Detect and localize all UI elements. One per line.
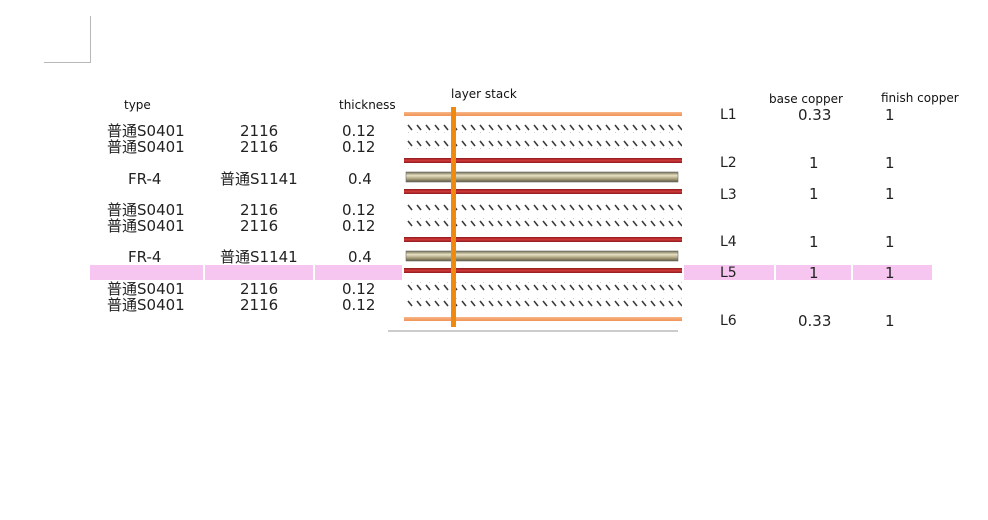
row-type: 普通S0401 xyxy=(107,138,185,156)
header-layer-stack: layer stack xyxy=(451,87,517,101)
highlight-divider xyxy=(851,265,853,280)
highlight-divider xyxy=(203,265,205,280)
prepreg-layer xyxy=(404,124,682,133)
row-spec: 2116 xyxy=(240,201,279,219)
finish-copper-value: 1 xyxy=(885,185,895,203)
page-corner-mark xyxy=(44,16,91,63)
inner-copper xyxy=(404,237,682,242)
layer-name[interactable]: L4 xyxy=(720,234,737,250)
layer-stack-diagram xyxy=(388,107,682,332)
selected-row-highlight-right xyxy=(684,265,932,280)
highlight-divider xyxy=(774,265,776,280)
row-type: 普通S0401 xyxy=(107,201,185,219)
row-spec: 2116 xyxy=(240,122,279,140)
row-type: FR-4 xyxy=(128,248,162,266)
layer-name[interactable]: L2 xyxy=(720,155,737,171)
core-layer xyxy=(405,171,679,183)
header-type: type xyxy=(124,98,151,112)
finish-copper-value: 1 xyxy=(885,154,895,172)
finish-copper-value: 1 xyxy=(885,106,895,124)
row-thickness: 0.12 xyxy=(342,217,376,235)
layer-name-selected[interactable]: L5 xyxy=(720,265,737,281)
outer-copper-bottom xyxy=(404,317,682,321)
inner-copper xyxy=(404,268,682,273)
finish-copper-value: 1 xyxy=(885,233,895,251)
inner-copper xyxy=(404,158,682,163)
row-spec: 普通S1141 xyxy=(220,170,298,188)
finish-copper-value: 1 xyxy=(885,264,895,282)
base-copper-value: 1 xyxy=(809,233,819,251)
via-drill xyxy=(451,107,456,327)
row-spec: 普通S1141 xyxy=(220,248,298,266)
inner-copper xyxy=(404,189,682,194)
header-finish-copper: finish copper xyxy=(881,91,959,105)
row-type: 普通S0401 xyxy=(107,217,185,235)
prepreg-layer xyxy=(404,282,682,291)
layer-name[interactable]: L6 xyxy=(720,313,737,329)
layer-name[interactable]: L1 xyxy=(720,107,737,123)
layer-name[interactable]: L3 xyxy=(720,187,737,203)
row-spec: 2116 xyxy=(240,138,279,156)
row-spec: 2116 xyxy=(240,296,279,314)
row-type: 普通S0401 xyxy=(107,122,185,140)
row-type: 普通S0401 xyxy=(107,296,185,314)
header-thickness: thickness xyxy=(339,98,396,112)
row-spec: 2116 xyxy=(240,280,279,298)
row-thickness: 0.12 xyxy=(342,280,376,298)
prepreg-layer xyxy=(404,298,682,307)
row-thickness: 0.12 xyxy=(342,296,376,314)
row-spec: 2116 xyxy=(240,217,279,235)
finish-copper-value: 1 xyxy=(885,312,895,330)
row-type: 普通S0401 xyxy=(107,280,185,298)
row-thickness: 0.4 xyxy=(348,248,372,266)
selected-row-highlight-left xyxy=(90,265,402,280)
row-thickness: 0.4 xyxy=(348,170,372,188)
header-base-copper: base copper xyxy=(769,92,843,106)
base-copper-value: 0.33 xyxy=(798,106,832,124)
row-type: FR-4 xyxy=(128,170,162,188)
prepreg-layer xyxy=(404,218,682,227)
core-layer xyxy=(405,250,679,262)
base-copper-value: 1 xyxy=(809,264,819,282)
prepreg-layer xyxy=(404,203,682,212)
row-thickness: 0.12 xyxy=(342,122,376,140)
base-copper-value: 1 xyxy=(809,185,819,203)
highlight-divider xyxy=(313,265,315,280)
base-copper-value: 0.33 xyxy=(798,312,832,330)
outer-copper-top xyxy=(404,112,682,116)
base-copper-value: 1 xyxy=(809,154,819,172)
row-thickness: 0.12 xyxy=(342,138,376,156)
prepreg-layer xyxy=(404,140,682,149)
row-thickness: 0.12 xyxy=(342,201,376,219)
